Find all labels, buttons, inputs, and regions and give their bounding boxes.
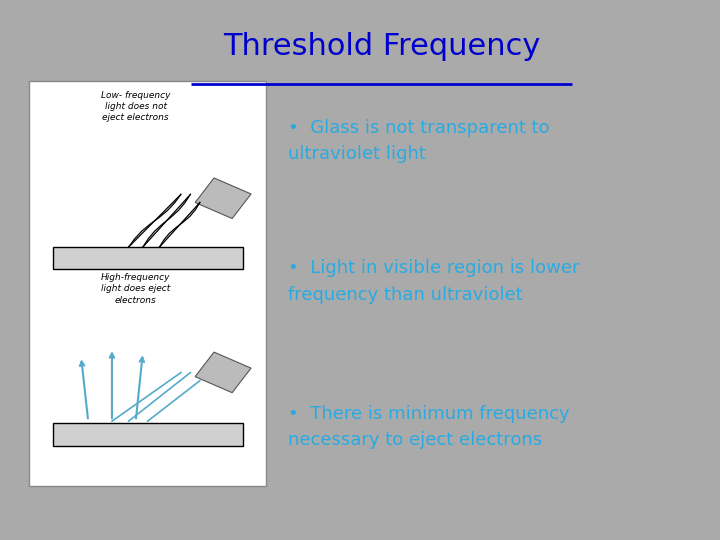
FancyBboxPatch shape — [53, 423, 243, 446]
Text: •  Light in visible region is lower
frequency than ultraviolet: • Light in visible region is lower frequ… — [288, 259, 580, 303]
Text: High-frequency
light does eject
electrons: High-frequency light does eject electron… — [101, 273, 171, 305]
FancyBboxPatch shape — [53, 247, 243, 269]
Text: •  There is minimum frequency
necessary to eject electrons: • There is minimum frequency necessary t… — [288, 405, 570, 449]
Bar — [195, 352, 251, 393]
Text: Threshold Frequency: Threshold Frequency — [223, 32, 540, 62]
Bar — [29, 81, 266, 486]
Text: Low- frequency
light does not
eject electrons: Low- frequency light does not eject elec… — [101, 91, 171, 123]
Text: •  Glass is not transparent to
ultraviolet light: • Glass is not transparent to ultraviole… — [288, 119, 549, 163]
Bar — [195, 178, 251, 219]
